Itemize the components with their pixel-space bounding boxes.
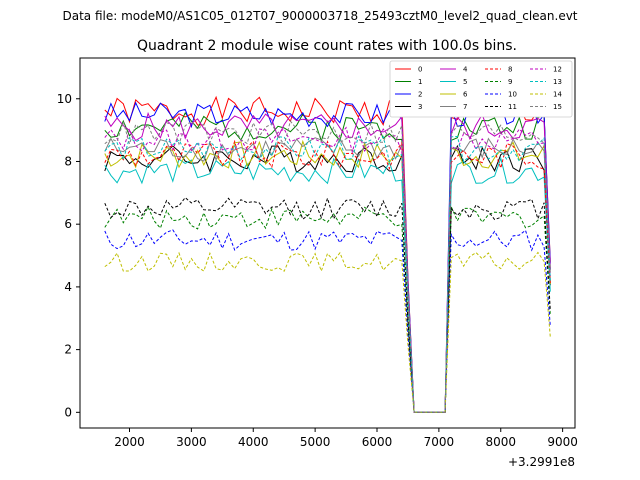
legend-label: 4 — [463, 66, 468, 74]
x-tick-label: 7000 — [424, 435, 455, 449]
legend-label: 3 — [418, 103, 422, 111]
chart-title: Quadrant 2 module wise count rates with … — [137, 38, 517, 54]
legend-label: 8 — [508, 66, 512, 74]
series-line-10 — [104, 229, 551, 413]
series-line-6 — [104, 139, 551, 413]
legend-label: 12 — [553, 66, 562, 74]
x-tick-label: 6000 — [362, 435, 393, 449]
plot-frame — [79, 57, 576, 429]
y-tick-label: 8 — [64, 154, 72, 168]
series-line-9 — [104, 205, 551, 413]
series-line-1 — [104, 111, 551, 413]
series-line-15 — [104, 119, 551, 413]
x-axis-ticks: 2000 3000 4000 5000 6000 7000 8000 9000 — [114, 428, 578, 449]
legend-label: 15 — [553, 103, 562, 111]
legend-label: 5 — [463, 78, 467, 86]
legend-label: 1 — [418, 78, 422, 86]
y-tick-label: 0 — [64, 405, 72, 419]
x-tick-label: 3000 — [176, 435, 207, 449]
legend-label: 14 — [553, 91, 562, 99]
series-line-11 — [104, 196, 551, 413]
y-tick-label: 4 — [64, 280, 72, 294]
legend-label: 9 — [508, 78, 512, 86]
x-tick-label: 8000 — [485, 435, 516, 449]
x-tick-label: 2000 — [114, 435, 145, 449]
series-line-3 — [104, 144, 551, 413]
legend-label: 13 — [553, 78, 562, 86]
legend-label: 0 — [418, 66, 422, 74]
x-tick-label: 4000 — [238, 435, 269, 449]
y-axis-ticks: 0 2 4 6 8 10 — [57, 92, 80, 419]
x-offset-label: +3.2991e8 — [508, 455, 575, 469]
x-tick-label: 9000 — [547, 435, 578, 449]
x-tick-label: 5000 — [300, 435, 331, 449]
series-line-4 — [104, 111, 551, 413]
y-tick-label: 2 — [64, 343, 72, 357]
y-tick-label: 10 — [57, 92, 72, 106]
chart-suptitle: Data file: modeM0/AS1C05_012T07_90000037… — [62, 9, 577, 23]
legend-label: 7 — [463, 103, 467, 111]
legend-label: 2 — [418, 91, 422, 99]
series-line-13 — [104, 135, 551, 413]
series-line-14 — [104, 251, 551, 413]
legend-box — [389, 60, 573, 118]
series-line-8 — [104, 139, 551, 413]
plot-lines — [104, 95, 551, 413]
series-line-12 — [104, 126, 551, 413]
legend-label: 11 — [508, 103, 517, 111]
y-tick-label: 6 — [64, 217, 72, 231]
series-line-5 — [104, 156, 551, 413]
legend-label: 10 — [508, 91, 517, 99]
legend-label: 6 — [463, 91, 468, 99]
